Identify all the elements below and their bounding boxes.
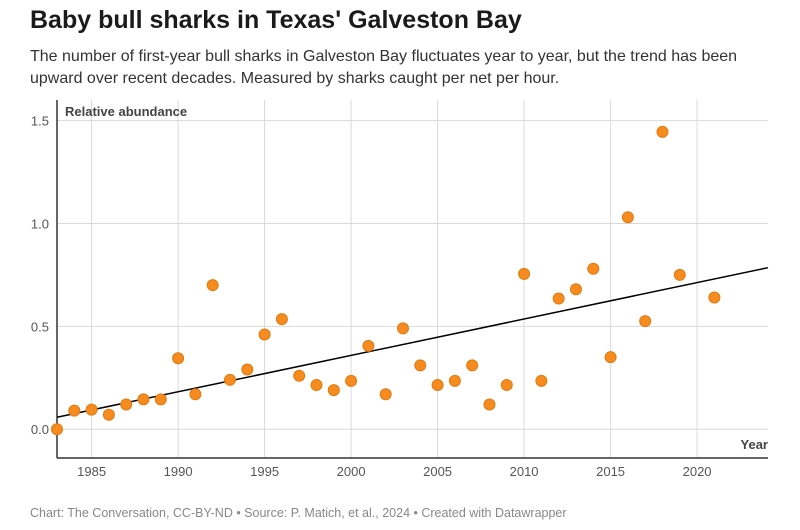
data-point <box>396 322 409 335</box>
data-point <box>673 268 686 281</box>
data-point <box>120 398 133 411</box>
data-point <box>310 378 323 391</box>
data-point <box>569 283 582 296</box>
data-point <box>327 384 340 397</box>
data-point <box>258 328 271 341</box>
data-point <box>483 398 496 411</box>
y-tick-label: 0.0 <box>31 422 49 437</box>
data-point <box>362 339 375 352</box>
data-point <box>621 211 634 224</box>
data-point <box>656 125 669 138</box>
x-tick-label: 2020 <box>683 464 712 479</box>
chart-title: Baby bull sharks in Texas' Galveston Bay <box>30 6 522 34</box>
y-axis-label: Relative abundance <box>65 104 187 119</box>
data-point <box>345 374 358 387</box>
data-point <box>414 359 427 372</box>
data-point <box>154 393 167 406</box>
x-tick-label: 2010 <box>510 464 539 479</box>
data-point <box>137 393 150 406</box>
data-point <box>51 423 63 436</box>
data-point <box>639 315 652 328</box>
data-point <box>172 352 185 365</box>
data-point <box>552 292 565 305</box>
data-point <box>293 369 306 382</box>
data-point <box>587 262 600 275</box>
data-point <box>85 403 98 416</box>
data-point <box>275 313 288 326</box>
data-point <box>206 279 219 292</box>
data-point <box>466 359 479 372</box>
data-point <box>518 267 531 280</box>
x-tick-label: 2000 <box>337 464 366 479</box>
x-tick-label: 1990 <box>164 464 193 479</box>
data-point <box>379 388 392 401</box>
y-tick-label: 0.5 <box>31 319 49 334</box>
y-tick-label: 1.0 <box>31 216 49 231</box>
x-tick-label: 2005 <box>423 464 452 479</box>
y-tick-label: 1.5 <box>31 114 49 129</box>
chart-footer: Chart: The Conversation, CC-BY-ND • Sour… <box>30 506 567 520</box>
data-point <box>68 404 81 417</box>
data-point <box>431 378 444 391</box>
data-point <box>708 291 721 304</box>
data-point <box>241 363 254 376</box>
x-axis-label: Year <box>741 437 768 452</box>
chart-subtitle: The number of first-year bull sharks in … <box>30 48 738 87</box>
data-point <box>535 374 548 387</box>
data-point <box>189 388 202 401</box>
x-tick-label: 2015 <box>596 464 625 479</box>
x-tick-label: 1995 <box>250 464 279 479</box>
data-point <box>102 408 115 421</box>
data-point <box>448 374 461 387</box>
data-point <box>500 378 513 391</box>
trendline <box>56 266 769 418</box>
data-point <box>604 351 617 364</box>
x-tick-label: 1985 <box>77 464 106 479</box>
data-point <box>223 373 236 386</box>
